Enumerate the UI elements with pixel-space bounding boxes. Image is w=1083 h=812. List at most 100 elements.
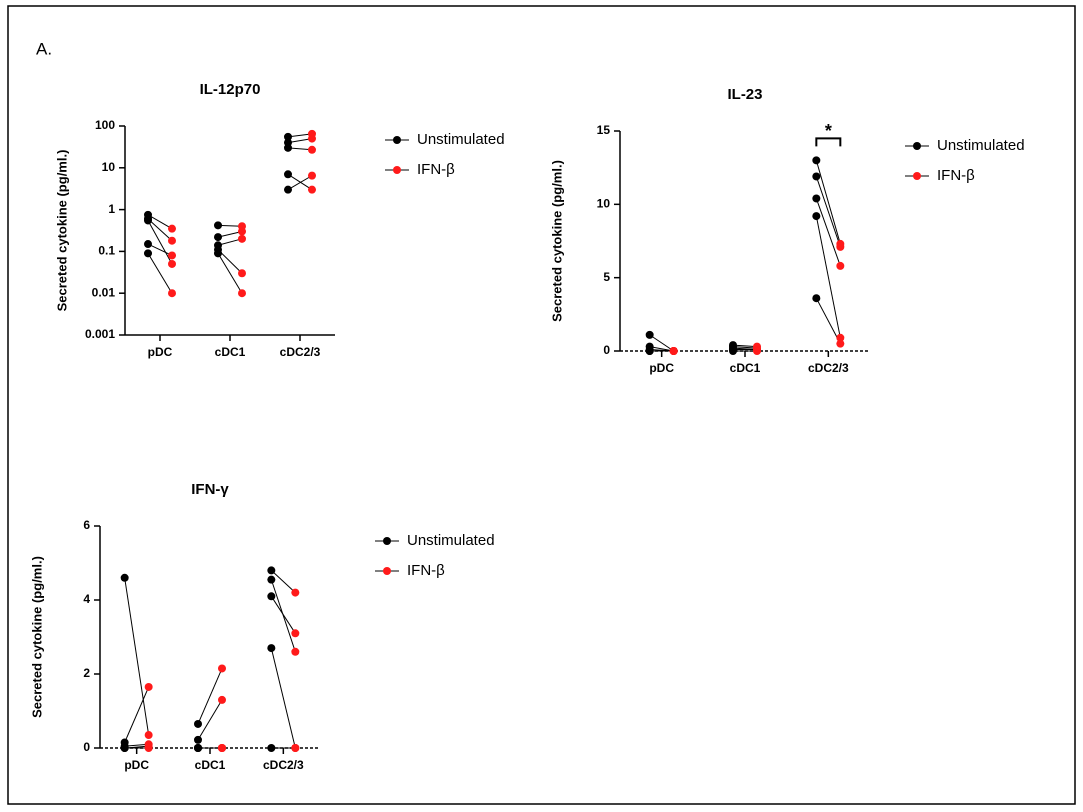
y-axis-label: Secreted cytokine (pg/ml.) [54, 150, 69, 312]
data-point [308, 134, 316, 143]
y-tick-label: 10 [597, 197, 611, 211]
data-point [753, 347, 761, 355]
data-point [812, 194, 821, 203]
pair-line [732, 346, 758, 349]
pair-line [732, 344, 758, 348]
data-point [168, 259, 176, 268]
data-point [284, 185, 292, 194]
x-tick-label: cDC2/3 [280, 345, 321, 359]
pair-line [217, 249, 243, 274]
pair-line [217, 224, 243, 227]
pair-line [147, 214, 173, 230]
data-point [214, 233, 222, 242]
y-tick-label: 10 [102, 160, 116, 174]
pair-line [270, 596, 296, 634]
data-point [214, 249, 222, 258]
data-point [836, 261, 845, 270]
pair-line [649, 334, 674, 352]
chart-title: IL-23 [727, 86, 762, 103]
pair-line [287, 147, 313, 151]
frame [7, 5, 1076, 805]
y-tick-label: 0.001 [85, 327, 115, 341]
pair-line [815, 215, 841, 338]
data-point [836, 339, 845, 348]
legend-label: IFN-β [937, 167, 975, 184]
data-point [669, 347, 678, 355]
data-point [308, 145, 316, 154]
data-point [284, 132, 292, 141]
data-point [218, 744, 226, 752]
pair-line [815, 198, 841, 267]
data-point [168, 236, 176, 245]
pair-line [815, 160, 841, 245]
y-tick-label: 4 [83, 592, 90, 606]
legend-marker [383, 567, 391, 575]
pair-line [197, 668, 223, 725]
x-tick-label: cDC2/3 [808, 361, 849, 375]
data-point [812, 294, 821, 303]
data-point [812, 212, 821, 221]
data-point [194, 735, 202, 744]
panel-label: A. [36, 39, 52, 58]
data-point [291, 588, 300, 597]
data-point [194, 719, 202, 728]
pair-line [147, 253, 173, 294]
pair-line [287, 173, 313, 191]
y-tick-label: 0.1 [98, 244, 115, 258]
y-tick-label: 0 [83, 740, 90, 754]
data-point [120, 573, 129, 582]
data-point [836, 242, 845, 251]
pair-line [287, 175, 313, 191]
legend-label: IFN-β [407, 562, 445, 579]
y-tick-label: 6 [83, 518, 90, 532]
data-point [238, 269, 246, 278]
x-tick-label: pDC [649, 361, 674, 375]
legend-marker [393, 166, 401, 174]
data-point [267, 744, 276, 752]
data-point [144, 216, 152, 225]
data-point [194, 744, 202, 752]
pair-line [147, 243, 173, 256]
data-point [168, 289, 176, 298]
pair-line [217, 238, 243, 246]
pair-line [270, 647, 296, 749]
legend-label: Unstimulated [417, 131, 505, 148]
pair-line [815, 297, 841, 344]
chart-title: IFN-γ [191, 481, 229, 498]
y-tick-label: 5 [603, 270, 610, 284]
data-point [168, 251, 176, 260]
pair-line [147, 220, 173, 265]
data-point [812, 156, 821, 165]
data-point [267, 566, 276, 575]
pair-line [270, 579, 296, 652]
y-tick-label: 1 [108, 202, 115, 216]
data-point [238, 234, 246, 243]
pair-line [197, 699, 223, 741]
legend-label: Unstimulated [937, 137, 1025, 154]
data-point [144, 682, 153, 691]
y-tick-label: 0 [603, 343, 610, 357]
data-point [812, 172, 821, 181]
legend-marker [393, 136, 401, 144]
data-point [267, 575, 276, 584]
data-point [218, 695, 226, 704]
data-point [120, 744, 129, 752]
data-point [168, 224, 176, 233]
data-point [645, 347, 654, 355]
pair-line [124, 743, 149, 747]
significance-mark: * [825, 121, 832, 141]
pair-line [124, 577, 150, 736]
data-point [238, 289, 246, 298]
data-point [267, 592, 276, 601]
legend-marker [913, 142, 921, 150]
legend-label: Unstimulated [407, 532, 495, 549]
data-point [218, 664, 226, 673]
pair-line [217, 253, 243, 294]
data-point [214, 221, 222, 230]
pair-line [147, 218, 173, 242]
legend-marker [383, 537, 391, 545]
data-point [144, 742, 153, 751]
data-point [836, 333, 845, 342]
pair-line [815, 176, 841, 248]
